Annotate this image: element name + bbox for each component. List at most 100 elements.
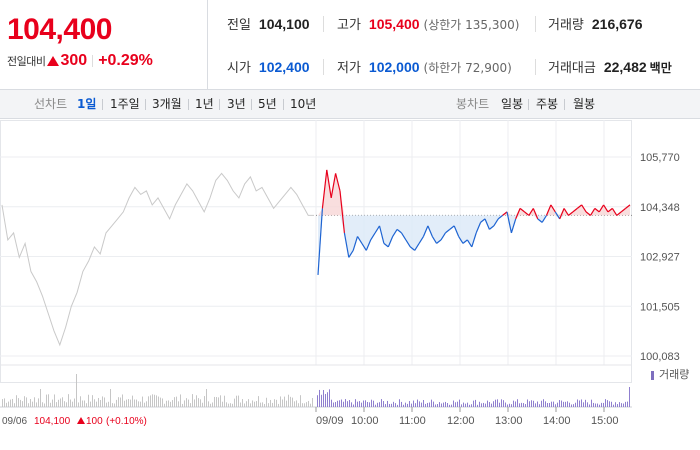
volume-bar (102, 396, 103, 407)
volume-bar (613, 404, 614, 407)
volume-legend-swatch (651, 371, 654, 380)
volume-bar (611, 401, 612, 407)
tab-weekly[interactable]: 주봉 (536, 97, 559, 111)
today-line-segment (515, 208, 521, 220)
tab-1w[interactable]: 1주일 (110, 97, 140, 111)
today-line-segment (409, 246, 416, 251)
volume-bar (288, 394, 289, 407)
today-line-segment (589, 208, 596, 216)
footer-change: 100 (86, 416, 103, 427)
today-line-segment (581, 204, 587, 213)
volume-bar (405, 402, 406, 407)
volume-bar (323, 390, 324, 407)
volume-bar (262, 402, 263, 407)
change-percent: +0.29% (98, 52, 153, 69)
tab-5y[interactable]: 5년 (258, 97, 277, 111)
tab-3m[interactable]: 3개월 (152, 97, 182, 111)
volume-bar (445, 401, 446, 407)
volume-bar (42, 402, 43, 407)
volume-bar (274, 399, 275, 407)
volume-bar (565, 401, 566, 407)
today-line-segment (330, 173, 337, 199)
footer-up-triangle-icon (77, 417, 85, 424)
volume-bar (52, 399, 53, 407)
volume-bar (511, 404, 512, 407)
stat-value: 102,400 (258, 59, 310, 75)
today-line-segment (550, 204, 556, 213)
volume-bar (126, 399, 127, 407)
stat-value: 105,400 (368, 16, 420, 32)
volume-bar (174, 397, 175, 407)
volume-bar (485, 403, 486, 407)
volume-bar (142, 396, 143, 407)
volume-bar (122, 394, 123, 407)
volume-bar (130, 399, 131, 407)
chart-footer: 09/06 104,100 100 (+0.10%) (2, 416, 147, 427)
volume-bar (381, 399, 382, 407)
volume-bar (302, 403, 303, 407)
tab-divider (283, 99, 284, 110)
volume-bar (333, 402, 334, 407)
volume-bar (609, 401, 610, 407)
today-line-segment (317, 208, 323, 275)
volume-bar (605, 399, 606, 407)
volume-bar (294, 401, 295, 407)
volume-bar (515, 401, 516, 407)
volume-bar (146, 401, 147, 407)
stat-label: 시가 (227, 61, 251, 76)
volume-bar (188, 399, 189, 407)
volume-bar (58, 399, 59, 407)
volume-bar (268, 403, 269, 407)
tab-1y[interactable]: 1년 (195, 97, 214, 111)
volume-bar (198, 398, 199, 407)
tab-daily[interactable]: 일봉 (501, 97, 524, 111)
volume-bar (493, 401, 494, 407)
today-line-segment (493, 218, 499, 227)
volume-bar (441, 403, 442, 407)
volume-bar (4, 398, 5, 407)
volume-bar (593, 402, 594, 407)
volume-bar (12, 398, 13, 407)
volume-bar (158, 396, 159, 407)
volume-bar (82, 400, 83, 407)
volume-bar (443, 402, 444, 407)
volume-bar (589, 404, 590, 407)
volume-bar (210, 403, 211, 407)
volume-bar (260, 402, 261, 407)
change-divider (92, 55, 94, 67)
volume-bar (162, 398, 163, 407)
volume-bar (44, 403, 45, 407)
volume-bar (84, 400, 85, 407)
tab-monthly[interactable]: 월봉 (573, 97, 596, 111)
volume-bar (475, 399, 476, 407)
volume-bar (16, 395, 17, 407)
volume-bar (258, 396, 259, 407)
volume-bar (66, 402, 67, 407)
volume-bar (286, 400, 287, 407)
tab-3y[interactable]: 3년 (227, 97, 246, 111)
volume-bar (48, 394, 49, 407)
volume-bar (106, 402, 107, 407)
volume-bar (244, 403, 245, 407)
volume-bar (363, 400, 364, 407)
today-line-segment (440, 232, 446, 241)
prev-day-line (1, 172, 314, 347)
volume-bar (535, 403, 536, 407)
volume-legend: 거래량 (659, 368, 689, 381)
today-line-segment (414, 243, 420, 251)
today-line-segment (343, 232, 350, 258)
volume-bar (371, 399, 372, 407)
tab-10y[interactable]: 10년 (290, 97, 317, 111)
today-line-segment (506, 211, 512, 234)
today-line-segment (466, 239, 473, 248)
today-line-segment (471, 232, 477, 248)
tab-1d[interactable]: 1일 (77, 97, 97, 111)
volume-bar (26, 397, 27, 407)
divider (535, 59, 536, 75)
stat-label: 고가 (337, 18, 361, 33)
volume-bar (431, 399, 432, 407)
volume-bar (280, 396, 281, 407)
volume-bars (2, 374, 630, 407)
volume-bar (459, 399, 460, 407)
